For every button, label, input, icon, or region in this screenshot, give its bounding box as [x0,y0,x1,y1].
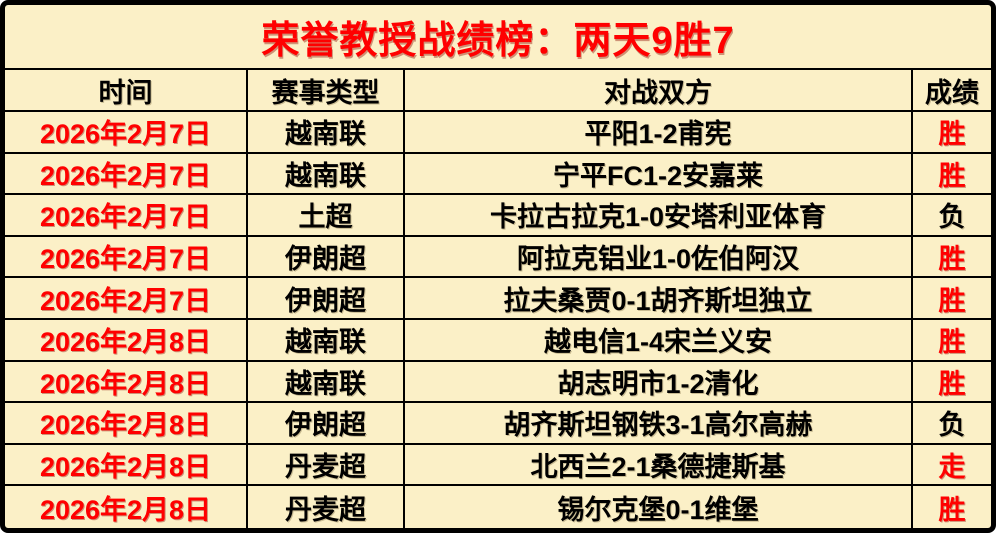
table-row: 2026年2月7日 伊朗超 阿拉克铝业1-0佐伯阿汉 胜 [5,236,991,279]
date-cell: 2026年2月8日 [5,319,248,362]
column-header-result: 成绩 [913,70,991,112]
match-cell: 拉夫桑贾0-1胡齐斯坦独立 [405,278,913,320]
header-row: 时间 赛事类型 对战双方 成绩 [5,70,991,112]
date-cell: 2026年2月7日 [5,195,248,237]
date-cell: 2026年2月8日 [5,361,248,404]
league-cell: 伊朗超 [248,278,405,320]
league-cell: 丹麦超 [248,486,405,528]
table-row: 2026年2月8日 伊朗超 胡齐斯坦钢铁3-1高尔高赫 负 [5,403,991,445]
result-cell: 胜 [913,112,991,154]
league-cell: 越南联 [248,361,405,404]
match-cell: 平阳1-2甫宪 [405,112,913,154]
league-cell: 伊朗超 [248,403,405,445]
date-cell: 2026年2月7日 [5,236,248,279]
result-cell: 胜 [913,278,991,320]
table-row: 2026年2月8日 丹麦超 北西兰2-1桑德捷斯基 走 [5,444,991,487]
match-cell: 越电信1-4宋兰义安 [405,319,913,362]
page-title: 荣誉教授战绩榜：两天9胜7 [5,5,991,70]
date-cell: 2026年2月7日 [5,153,248,196]
result-cell: 胜 [913,237,991,279]
table-row: 2026年2月7日 伊朗超 拉夫桑贾0-1胡齐斯坦独立 胜 [5,278,991,320]
result-cell: 胜 [913,362,991,404]
table-row: 2026年2月7日 土超 卡拉古拉克1-0安塔利亚体育 负 [5,195,991,237]
table-body: 2026年2月7日 越南联 平阳1-2甫宪 胜 2026年2月7日 越南联 宁平… [5,112,991,528]
table-row: 2026年2月8日 越南联 胡志明市1-2清化 胜 [5,361,991,404]
match-cell: 锡尔克堡0-1维堡 [405,486,913,528]
match-cell: 阿拉克铝业1-0佐伯阿汉 [405,236,913,279]
table-row: 2026年2月8日 丹麦超 锡尔克堡0-1维堡 胜 [5,486,991,528]
date-cell: 2026年2月7日 [5,278,248,320]
result-cell: 胜 [913,154,991,196]
league-cell: 丹麦超 [248,444,405,487]
league-cell: 越南联 [248,319,405,362]
date-cell: 2026年2月8日 [5,486,248,528]
date-cell: 2026年2月8日 [5,403,248,445]
result-cell: 负 [913,195,991,237]
match-cell: 胡志明市1-2清化 [405,361,913,404]
table-row: 2026年2月8日 越南联 越电信1-4宋兰义安 胜 [5,319,991,362]
match-cell: 卡拉古拉克1-0安塔利亚体育 [405,195,913,237]
table-row: 2026年2月7日 越南联 宁平FC1-2安嘉莱 胜 [5,153,991,196]
match-cell: 北西兰2-1桑德捷斯基 [405,444,913,487]
result-cell: 走 [913,445,991,487]
column-header-league: 赛事类型 [248,70,405,112]
match-cell: 宁平FC1-2安嘉莱 [405,153,913,196]
league-cell: 土超 [248,195,405,237]
league-cell: 越南联 [248,112,405,154]
date-cell: 2026年2月7日 [5,112,248,154]
league-cell: 伊朗超 [248,236,405,279]
match-cell: 胡齐斯坦钢铁3-1高尔高赫 [405,403,913,445]
result-cell: 胜 [913,320,991,362]
table-row: 2026年2月7日 越南联 平阳1-2甫宪 胜 [5,112,991,154]
date-cell: 2026年2月8日 [5,444,248,487]
result-cell: 胜 [938,494,966,525]
result-cell: 负 [913,403,991,445]
column-header-match: 对战双方 [405,70,913,112]
league-cell: 越南联 [248,153,405,196]
column-header-time: 时间 [5,70,248,112]
